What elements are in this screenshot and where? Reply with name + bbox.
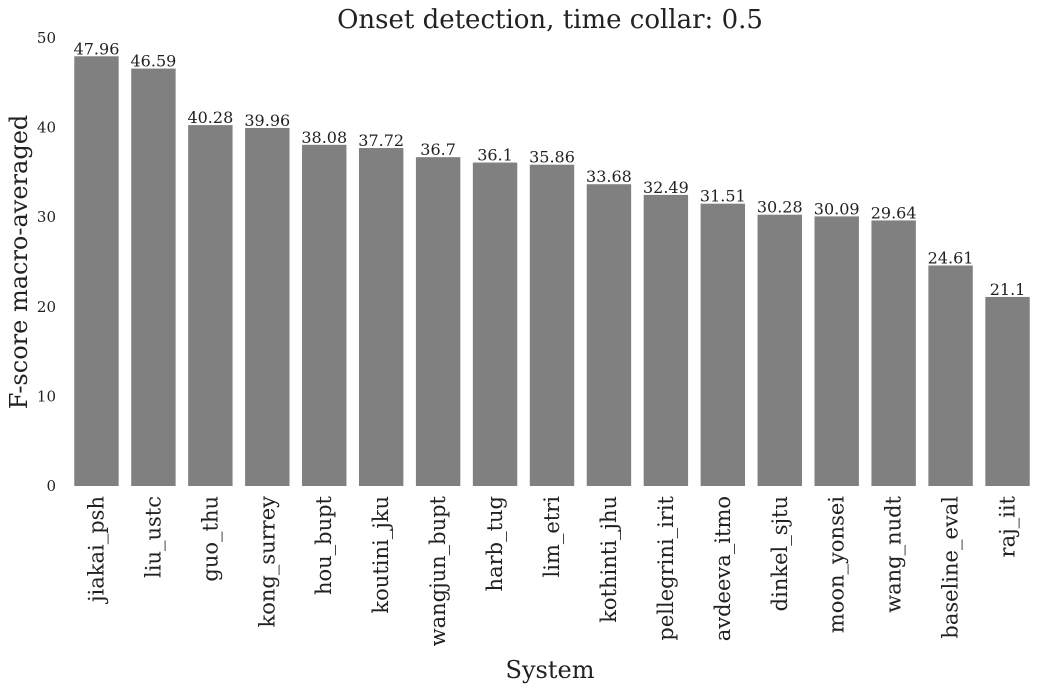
bar-hou_bupt [302, 144, 347, 486]
y-tick-label: 20 [37, 298, 56, 316]
category-label: wangjun_bupt [426, 495, 450, 646]
data-label: 24.61 [928, 248, 974, 267]
data-labels: 47.96 46.59 40.28 39.96 38.08 37.72 36.7 36.1 35… [74, 39, 1026, 299]
chart-title: Onset detection, time collar: 0.5 [337, 5, 763, 35]
category-label: guo_thu [198, 496, 222, 582]
category-label: kothinti_jhu [597, 496, 621, 623]
category-label: hou_bupt [312, 495, 336, 595]
data-label: 39.96 [244, 111, 290, 130]
y-tick-label: 10 [37, 387, 56, 405]
bar-guo_thu [188, 125, 233, 487]
bar-pellegrini_irit [643, 194, 689, 487]
data-label: 30.28 [757, 198, 803, 217]
bar-wangjun_bupt [415, 157, 461, 486]
y-axis-label: F-score macro-averaged [5, 115, 33, 410]
data-label: 31.51 [700, 187, 746, 206]
y-tick-label: 30 [37, 208, 56, 226]
data-label: 36.7 [420, 140, 456, 159]
data-label: 32.49 [643, 178, 689, 197]
data-label: 29.64 [871, 203, 917, 222]
data-label: 35.86 [529, 148, 575, 167]
category-labels: jiakai_psh liu_ustc guo_thu kong_surrey hou_… [84, 495, 1019, 646]
data-label: 47.96 [74, 39, 120, 58]
data-label: 21.1 [990, 280, 1026, 299]
category-label: lim_etri [540, 496, 564, 578]
bar-koutini_jku [358, 148, 404, 486]
category-label: liu_ustc [141, 496, 165, 578]
data-label: 46.59 [131, 52, 177, 71]
category-label: jiakai_psh [84, 496, 108, 605]
bar-baseline_eval [928, 265, 973, 486]
data-label: 33.68 [586, 167, 632, 186]
category-label: koutini_jku [369, 496, 393, 614]
category-label: baseline_eval [939, 496, 963, 639]
bar-kong_surrey [245, 127, 290, 486]
bar-harb_tug [472, 162, 518, 486]
category-label: avdeeva_itmo [711, 496, 735, 641]
bar-dinkel_sjtu [757, 214, 802, 486]
data-label: 30.09 [814, 199, 860, 218]
bars [74, 56, 1030, 487]
y-tick-label: 0 [46, 477, 56, 495]
category-label: pellegrini_irit [654, 495, 678, 640]
bar-liu_ustc [131, 68, 176, 487]
bar-wang_nudt [871, 220, 916, 486]
y-tick-label: 50 [37, 29, 56, 47]
x-axis-label: System [506, 656, 595, 684]
category-label: wang_nudt [882, 495, 906, 612]
y-tick-label: 40 [37, 119, 56, 137]
data-label: 38.08 [301, 128, 347, 147]
bar-lim_etri [529, 164, 575, 486]
category-label: dinkel_sjtu [768, 496, 792, 611]
data-label: 37.72 [358, 131, 404, 150]
bar-kothinti_jhu [586, 184, 632, 486]
y-axis-ticks: 0 10 20 30 40 50 [37, 29, 56, 495]
bar-moon_yonsei [814, 216, 859, 486]
data-label: 36.1 [477, 146, 513, 165]
bar-avdeeva_itmo [700, 203, 746, 486]
data-label: 40.28 [187, 108, 233, 127]
category-label: kong_surrey [255, 496, 279, 628]
category-label: harb_tug [483, 496, 507, 591]
category-label: raj_iit [996, 495, 1020, 557]
bar-raj_iit [985, 296, 1030, 486]
category-label: moon_yonsei [825, 496, 849, 633]
bar-jiakai_psh [74, 56, 119, 486]
